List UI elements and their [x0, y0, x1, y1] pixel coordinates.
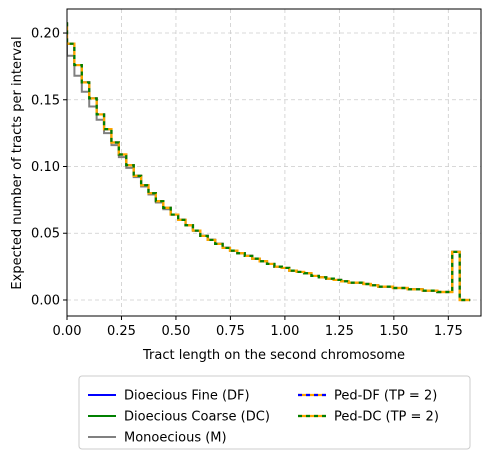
y-axis-ticks: 0.00 0.05 0.10 0.15 0.20: [31, 27, 67, 308]
grid: [66, 9, 481, 316]
x-axis-label: Tract length on the second chromosome: [142, 348, 405, 363]
series-line-ped-df-tp-2: [67, 22, 471, 302]
legend-label-ped-df-tp-2: Ped-DF (TP = 2): [334, 389, 437, 404]
legend: Dioecious Fine (DF) Dioecious Coarse (DC)…: [78, 375, 471, 450]
legend-label-dioecious-fine-df: Dioecious Fine (DF): [124, 389, 250, 404]
series-line-monoecious-m: [67, 34, 471, 301]
x-tick-label: 1.50: [379, 324, 408, 339]
x-tick-label: 0.25: [107, 324, 136, 339]
y-tick-label: 0.20: [31, 27, 60, 42]
x-tick-label: 1.25: [325, 324, 354, 339]
y-tick-label: 0.00: [31, 293, 60, 308]
series-line-ped-dc-tp-2: [67, 22, 471, 302]
x-tick-label: 0.50: [161, 324, 190, 339]
series-line-dioecious-coarse-dc: [67, 22, 471, 301]
x-tick-label: 1.00: [270, 324, 299, 339]
series-dash-ped-df-tp-2: [67, 22, 471, 302]
x-axis-ticks: 0.00 0.25 0.50 0.75 1.00 1.25 1.50 1.75: [53, 316, 463, 339]
legend-label-ped-dc-tp-2: Ped-DC (TP = 2): [334, 410, 439, 425]
y-tick-label: 0.10: [31, 160, 60, 175]
series-line-dioecious-fine-df: [67, 22, 471, 301]
plot-frame: [66, 8, 482, 317]
x-tick-label: 0.75: [216, 324, 245, 339]
x-tick-label: 1.75: [434, 324, 463, 339]
legend-label-dioecious-coarse-dc: Dioecious Coarse (DC): [124, 410, 270, 425]
y-tick-label: 0.15: [31, 93, 60, 108]
legend-label-monoecious-m: Monoecious (M): [124, 431, 227, 446]
series-dash-ped-dc-tp-2: [67, 22, 471, 302]
y-axis-label: Expected number of tracts per interval: [10, 36, 25, 289]
series-layer: [67, 22, 471, 302]
legend-box: [78, 375, 471, 450]
x-tick-label: 0.00: [53, 324, 82, 339]
y-tick-label: 0.05: [31, 227, 60, 242]
